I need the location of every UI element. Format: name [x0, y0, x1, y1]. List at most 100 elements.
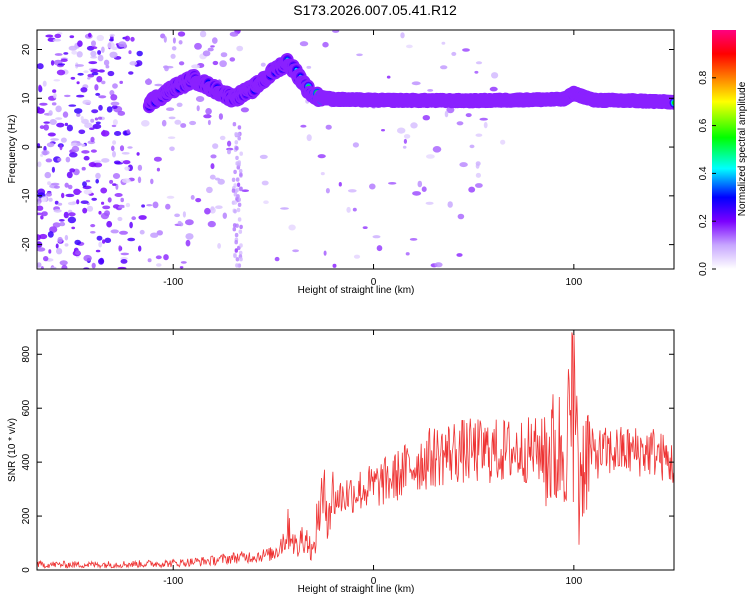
spectrogram-noise-blob: [129, 61, 138, 66]
spectrogram-noise-blob: [76, 199, 80, 205]
spectrogram-noise-blob: [434, 262, 443, 268]
spectrogram-noise-blob: [91, 262, 96, 269]
spectrogram-noise-blob: [141, 204, 146, 208]
spectrogram-noise-blob: [300, 124, 307, 128]
spectrogram-noise-blob: [352, 207, 357, 212]
spectrogram-noise-blob: [112, 119, 118, 126]
spectrogram-noise-blob: [322, 41, 329, 48]
spectrogram-noise-blob: [409, 238, 418, 241]
snr-x-tick-label: 0: [371, 576, 377, 587]
spectrogram-noise-blob: [39, 233, 48, 240]
spectrogram-noise-blob: [237, 136, 241, 141]
spectrogram-noise-blob: [474, 70, 479, 74]
spectrogram-noise-blob: [81, 166, 86, 171]
spectrogram-noise-blob: [56, 248, 63, 255]
spectrogram-noise-blob: [136, 50, 143, 57]
snr-y-axis-label: SNR (10 * v/v): [7, 418, 18, 482]
spectrogram-noise-blob: [74, 239, 81, 246]
spectrogram-noise-blob: [105, 65, 110, 69]
spectrogram-noise-blob: [37, 234, 42, 241]
spectrogram-noise-blob: [129, 221, 133, 229]
spectrogram-noise-blob: [52, 222, 61, 228]
spectrogram-noise-blob: [53, 79, 61, 82]
spectrogram-noise-blob: [65, 193, 75, 198]
spectrogram-noise-blob: [103, 59, 110, 66]
spectrogram-noise-blob: [205, 108, 212, 115]
spectrogram-noise-blob: [259, 154, 268, 159]
spectrogram-noise-blob: [69, 35, 75, 39]
spectrogram-noise-blob: [320, 172, 325, 176]
spectrogram-noise-blob: [73, 190, 82, 194]
spectrogram-noise-blob: [406, 44, 413, 49]
spectrogram-noise-blob: [180, 123, 187, 128]
spectrogram-noise-blob: [280, 207, 289, 210]
spectrogram-noise-blob: [82, 181, 87, 188]
snr-y-tick-label: 0: [21, 567, 32, 573]
spectrogram-noise-blob: [323, 250, 327, 256]
spectrogram-noise-blob: [119, 230, 128, 235]
spectrogram-noise-blob: [96, 76, 103, 83]
spectrogram-noise-blob: [70, 76, 76, 80]
spectrogram-noise-blob: [56, 69, 66, 76]
spectrogram-noise-blob: [47, 132, 56, 137]
spectrogram-noise-blob: [338, 182, 342, 187]
spectrogram-noise-blob: [55, 243, 59, 249]
spectrogram-noise-blob: [76, 94, 85, 98]
spectrogram-noise-blob: [95, 179, 99, 184]
spectrogram-noise-blob: [102, 239, 106, 244]
spectrogram-y-tick-label: -20: [21, 237, 32, 252]
spectrogram-noise-blob: [95, 249, 101, 253]
spectrogram-noise-blob: [81, 150, 90, 154]
spectrogram-noise-blob: [179, 266, 184, 269]
spectrogram-noise-blob: [233, 169, 237, 175]
spectrogram-noise-blob: [47, 181, 51, 186]
spectrogram-noise-blob: [93, 160, 102, 164]
spectrogram-noise-blob: [137, 176, 142, 184]
spectrogram-noise-blob: [37, 107, 45, 114]
spectrogram-noise-blob: [48, 249, 52, 254]
spectrogram-noise-blob: [165, 203, 171, 210]
spectrogram-noise-blob: [332, 263, 337, 268]
spectrogram-noise-blob: [232, 227, 237, 232]
figure-title: S173.2026.007.05.41.R12: [293, 2, 457, 18]
spectrogram-noise-blob: [112, 173, 121, 179]
spectrogram-noise-blob: [37, 143, 41, 149]
spectrogram-noise-blob: [42, 80, 47, 87]
spectrogram-noise-blob: [109, 179, 114, 184]
spectrogram-noise-blob: [95, 92, 101, 96]
spectrogram-noise-blob: [51, 102, 57, 106]
spectrogram-noise-blob: [156, 167, 160, 172]
spectrogram-noise-blob: [425, 201, 434, 205]
spectrogram-noise-blob: [447, 201, 453, 208]
spectrogram-noise-blob: [74, 108, 83, 114]
snr-series-line: [37, 332, 674, 570]
spectrogram-noise-blob: [128, 71, 134, 75]
spectrogram-noise-blob: [150, 232, 159, 238]
spectrogram-noise-blob: [475, 161, 481, 167]
spectrogram-noise-blob: [236, 194, 240, 199]
spectrogram-noise-blob: [88, 162, 97, 168]
spectrogram-noise-blob: [210, 163, 215, 170]
spectrogram-noise-blob: [57, 202, 63, 206]
spectrogram-noise-blob: [90, 50, 97, 57]
spectrogram-noise-blob: [400, 32, 405, 39]
colorbar-tick-label: 0.6: [698, 118, 709, 132]
spectrogram-noise-blob: [95, 121, 101, 125]
spectrogram-noise-blob: [91, 197, 97, 201]
snr-background: [37, 330, 674, 570]
spectrogram-noise-blob: [239, 151, 243, 156]
spectrogram-noise-blob: [325, 188, 330, 194]
spectrogram-noise-blob: [75, 64, 84, 67]
spectrogram-noise-blob: [155, 255, 162, 260]
spectrogram-noise-blob: [222, 212, 227, 219]
spectrogram-noise-blob: [109, 51, 118, 58]
spectrogram-noise-blob: [195, 96, 205, 102]
spectrogram-noise-blob: [85, 179, 91, 183]
spectrogram-noise-blob: [102, 129, 106, 137]
spectrogram-noise-blob: [292, 249, 299, 253]
spectrogram-noise-blob: [111, 105, 118, 109]
spectrogram-noise-blob: [475, 61, 483, 65]
spectrogram-noise-blob: [237, 197, 241, 202]
spectrogram-noise-blob: [237, 125, 242, 130]
spectrogram-noise-blob: [217, 243, 222, 249]
